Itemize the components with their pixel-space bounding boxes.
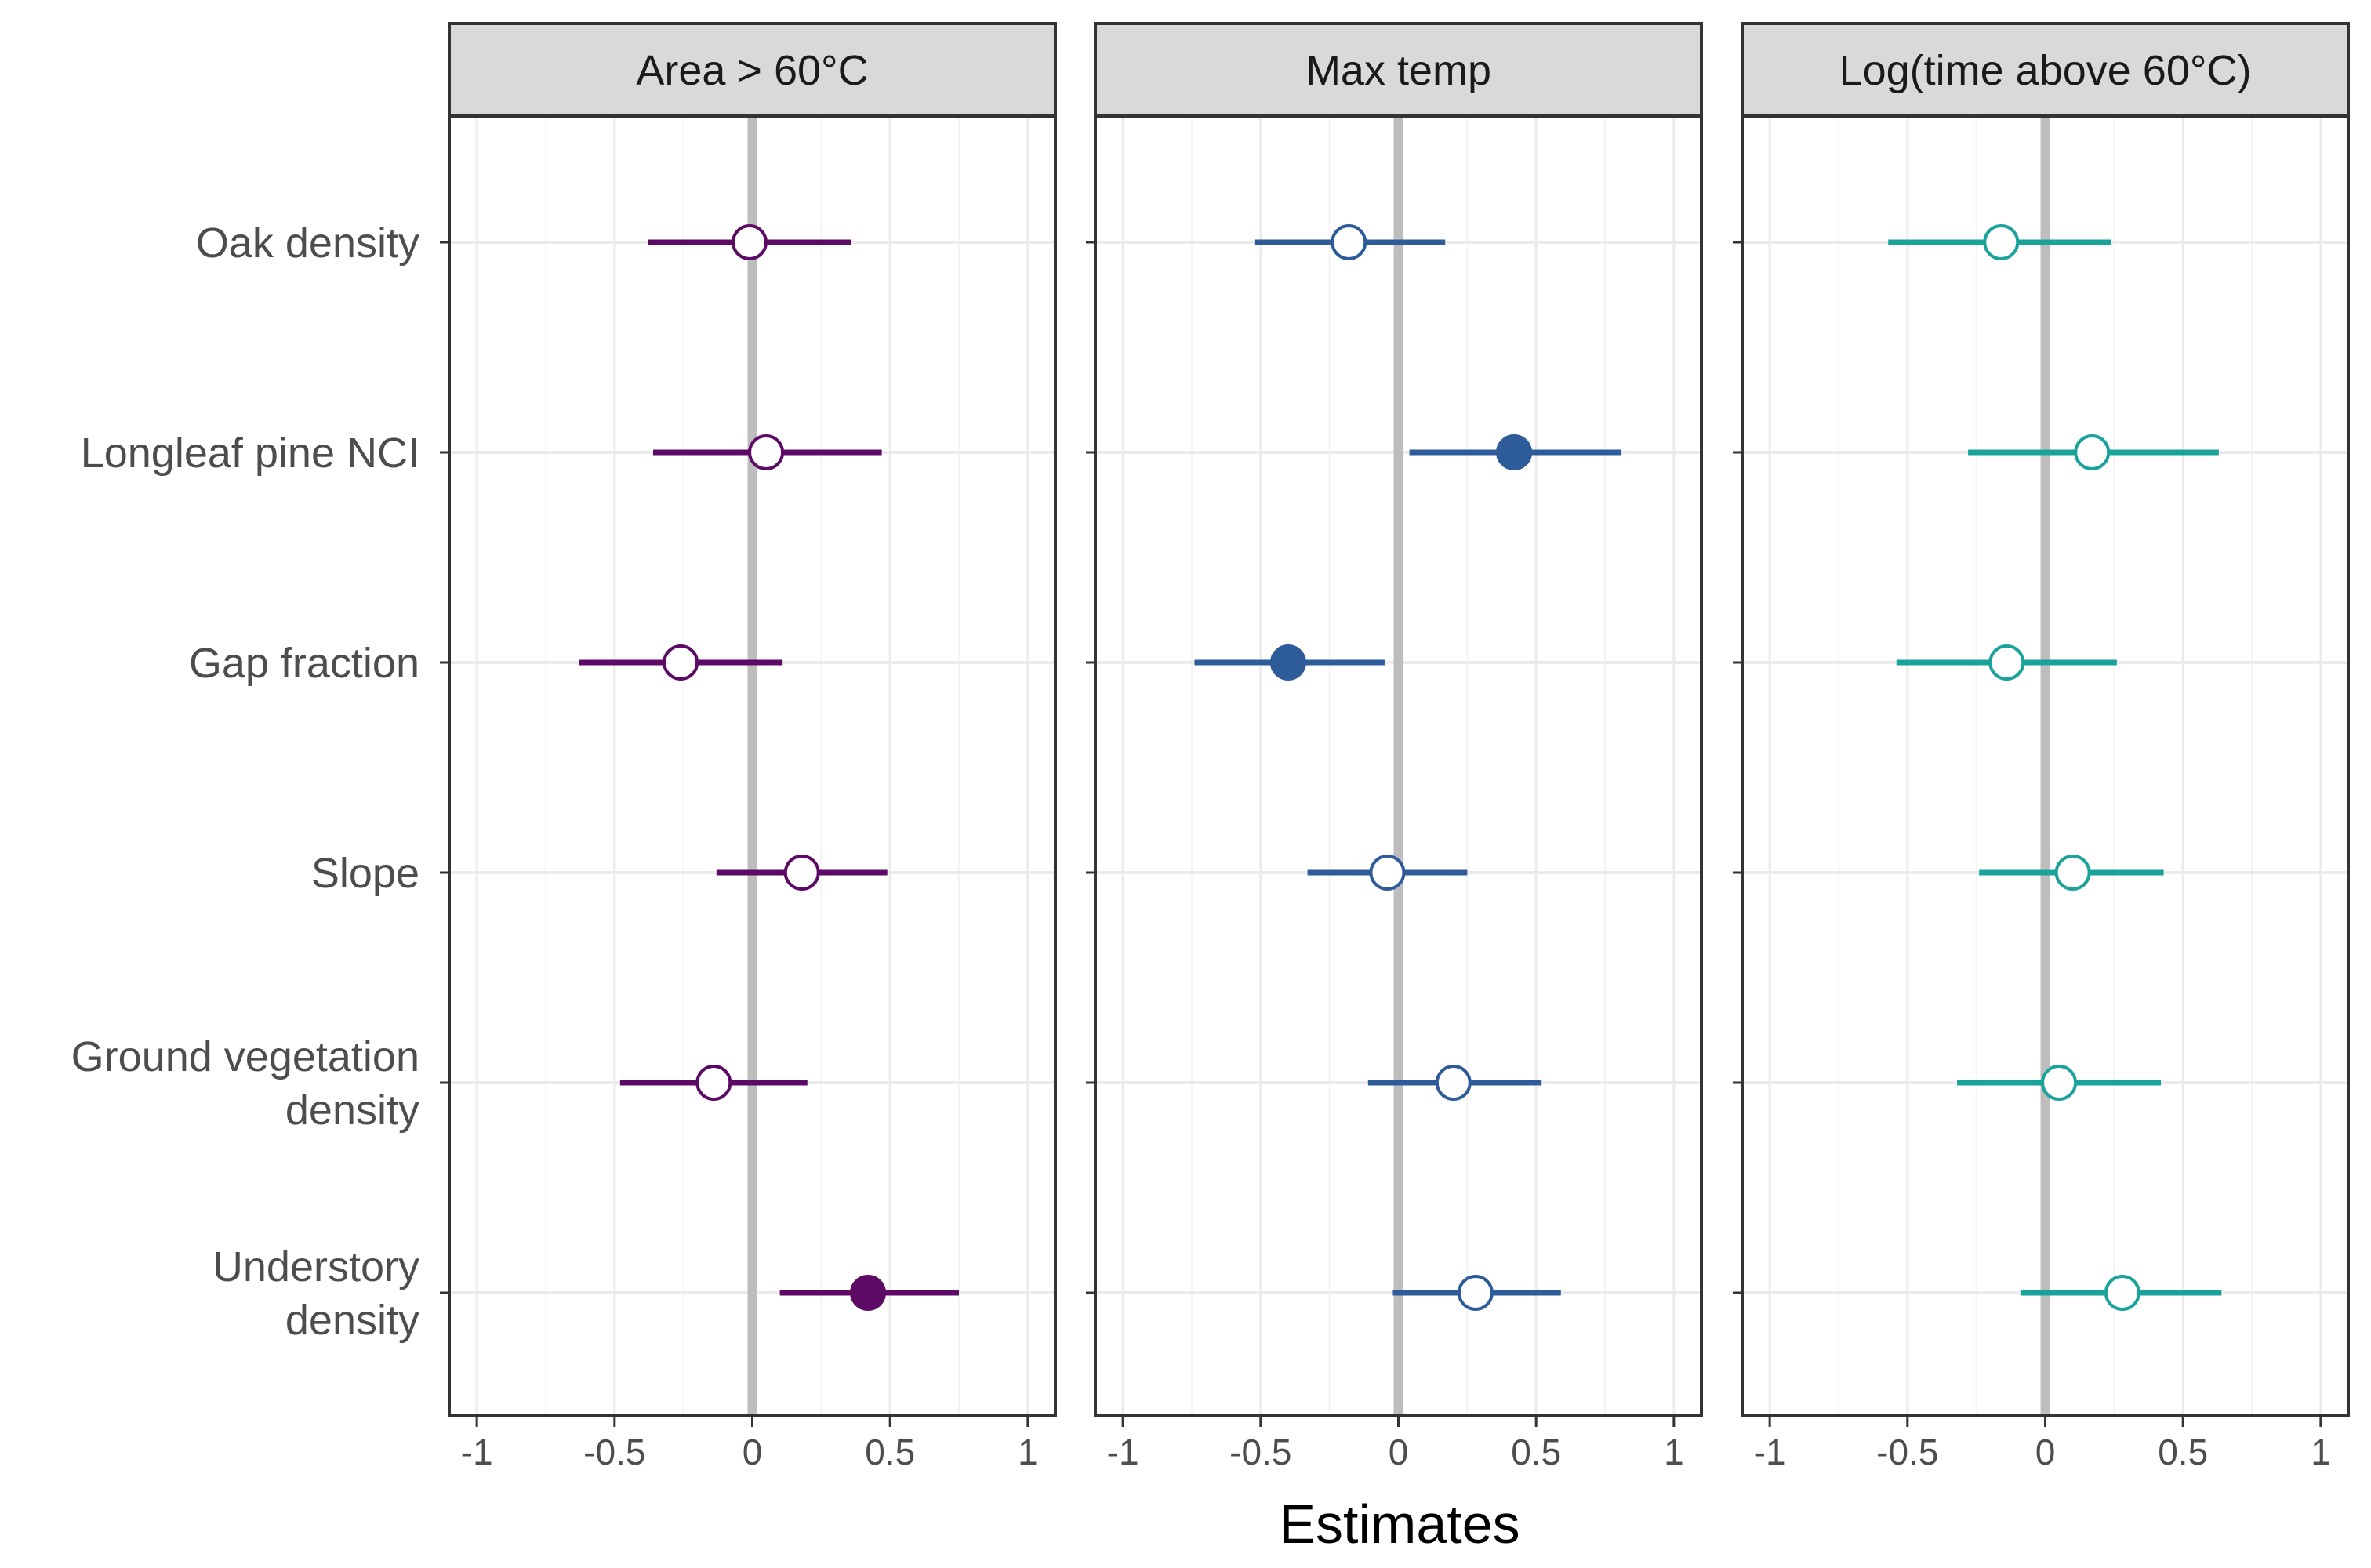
y-category-label: density (285, 1297, 419, 1344)
facet-title: Log(time above 60°C) (1839, 47, 2252, 94)
y-category-label: Longleaf pine NCI (81, 430, 419, 477)
panel-2: Max temp -1 -0.5 0 0.5 1 (1086, 22, 1703, 1472)
facet-title: Area > 60°C (636, 47, 868, 94)
x-tick-label: 1 (2311, 1432, 2331, 1472)
x-tick-label: -0.5 (583, 1432, 645, 1472)
estimate-point (1983, 224, 2020, 260)
estimate-point (731, 224, 768, 260)
x-tick-label: -1 (1754, 1432, 1786, 1472)
x-tick-label: 0.5 (2158, 1432, 2208, 1472)
estimate-point (1457, 1275, 1494, 1311)
estimate-point (2054, 855, 2091, 891)
facet-strip (448, 22, 1057, 118)
y-category-label: Slope (311, 850, 419, 897)
estimate-point (2041, 1065, 2078, 1101)
y-category-label: Oak density (196, 220, 419, 267)
estimate-point (2074, 434, 2111, 470)
estimate-point (1331, 224, 1367, 260)
estimate-point (1988, 644, 2025, 681)
y-category-label: Ground vegetation (71, 1033, 419, 1080)
estimate-point (1496, 434, 1533, 470)
estimate-point (850, 1275, 887, 1311)
panel-3: Log(time above 60°C) -1 -0.5 0 0.5 1 (1733, 22, 2350, 1472)
x-tick-label: 0.5 (865, 1432, 915, 1472)
estimate-point (1269, 644, 1306, 681)
x-tick-label: 0 (1389, 1432, 1409, 1472)
y-category-label: Understory (212, 1243, 419, 1290)
estimate-point (663, 644, 699, 681)
x-tick-label: -1 (461, 1432, 493, 1472)
x-tick-label: 1 (1664, 1432, 1684, 1472)
panel-1: Area > 60°C -1 -0.5 0 0.5 1 (440, 22, 1057, 1472)
y-axis-labels: Oak density Longleaf pine NCI Gap fraction… (71, 220, 419, 1344)
x-tick-label: 0 (2035, 1432, 2056, 1472)
x-tick-label: 1 (1018, 1432, 1038, 1472)
estimate-point (748, 434, 785, 470)
estimate-point (783, 855, 820, 891)
x-tick-label: -0.5 (1229, 1432, 1291, 1472)
x-tick-label: -1 (1107, 1432, 1139, 1472)
facet-strip (1094, 22, 1703, 118)
y-category-label: Gap fraction (189, 640, 419, 687)
x-tick-label: 0 (743, 1432, 763, 1472)
estimate-point (1369, 855, 1406, 891)
y-category-label: density (285, 1087, 419, 1134)
x-tick-label: 0.5 (1511, 1432, 1561, 1472)
estimate-point (1435, 1065, 1472, 1101)
x-tick-label: -0.5 (1876, 1432, 1938, 1472)
facet-title: Max temp (1305, 47, 1491, 94)
facet-panels: Area > 60°C -1 -0.5 0 0.5 1 Max temp -1 -0.5 0 0.5… (440, 22, 2350, 1472)
estimate-point (2104, 1275, 2140, 1311)
estimate-point (695, 1065, 732, 1101)
facet-strip (1741, 22, 2350, 118)
x-axis-title: Estimates (1279, 1494, 1520, 1555)
